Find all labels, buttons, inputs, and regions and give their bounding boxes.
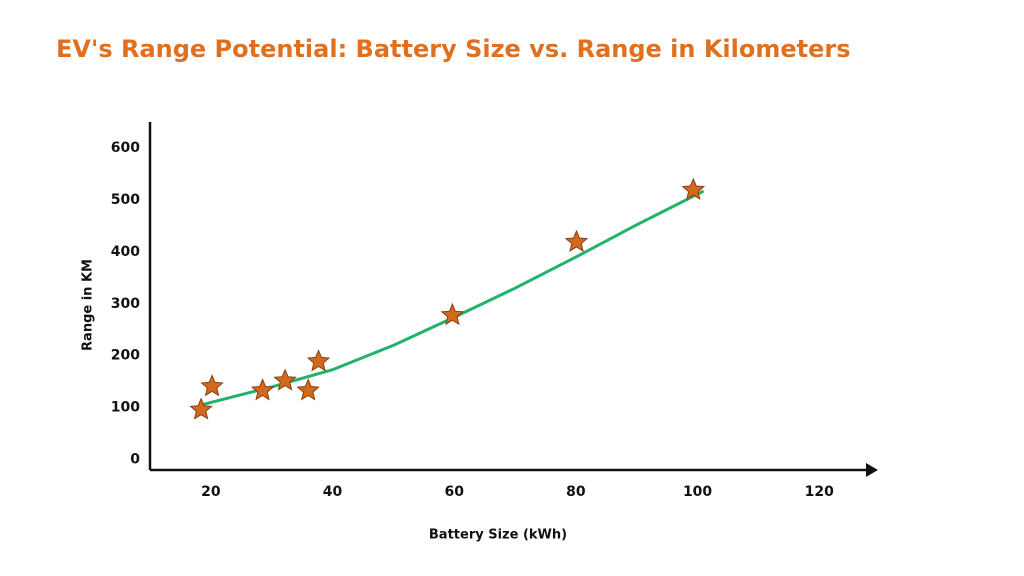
- trend-line: [198, 189, 705, 408]
- data-point: [564, 229, 589, 252]
- x-axis-label: Battery Size (kWh): [429, 528, 567, 543]
- y-tick-label: 400: [111, 244, 140, 260]
- y-tick-label: 200: [111, 348, 140, 364]
- x-axis-arrow: [866, 463, 878, 477]
- data-point: [681, 177, 706, 200]
- y-tick-label: 300: [111, 296, 140, 312]
- x-tick-label: 100: [683, 484, 712, 500]
- chart-title: EV's Range Potential: Battery Size vs. R…: [56, 35, 851, 63]
- data-point: [189, 397, 213, 420]
- y-tick-label: 100: [111, 400, 140, 416]
- data-point: [250, 378, 275, 401]
- data-point: [296, 378, 320, 401]
- x-tick-label: 40: [323, 484, 343, 500]
- y-tick-label: 0: [130, 452, 140, 468]
- y-axis-label: Range in KM: [81, 259, 96, 351]
- data-point: [440, 302, 465, 326]
- data-point: [200, 374, 224, 397]
- y-tick-label: 600: [111, 140, 140, 156]
- x-tick-label: 60: [444, 484, 464, 500]
- data-point: [273, 368, 297, 391]
- x-tick-label: 80: [566, 484, 586, 500]
- x-tick-label: 20: [201, 484, 221, 500]
- y-tick-label: 500: [111, 192, 140, 208]
- x-tick-label: 120: [805, 484, 834, 500]
- data-point: [306, 349, 331, 372]
